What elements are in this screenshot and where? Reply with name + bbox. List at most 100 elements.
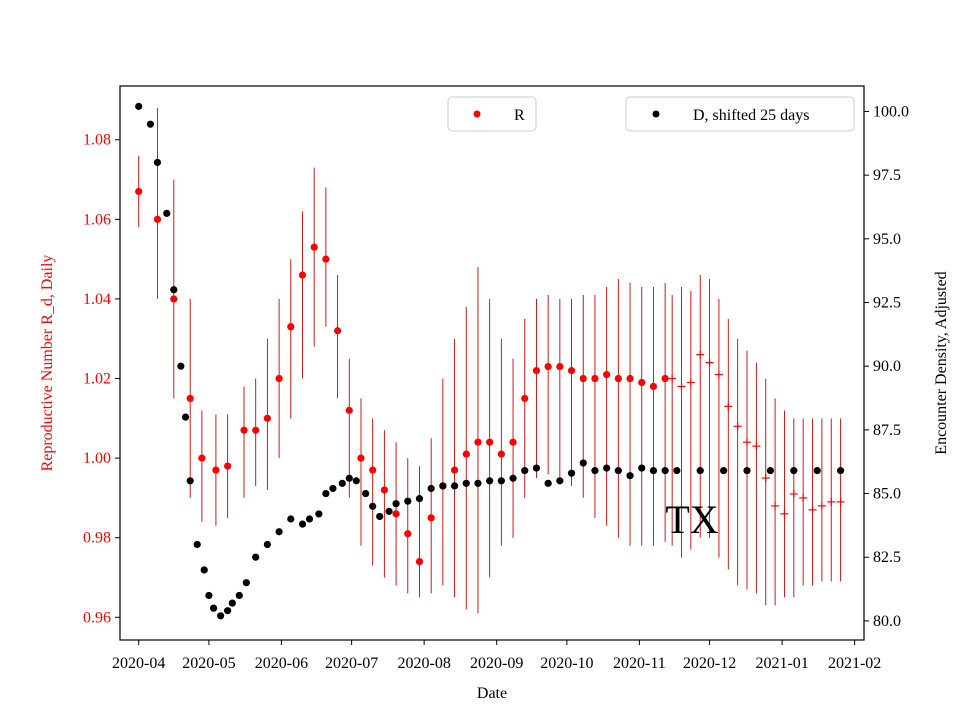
d-point xyxy=(376,512,384,521)
d-point xyxy=(338,479,346,487)
r-point xyxy=(696,350,705,359)
d-point xyxy=(462,479,470,487)
r-point xyxy=(450,466,459,474)
d-point xyxy=(209,604,218,612)
d-point xyxy=(415,495,424,503)
r-point xyxy=(544,362,552,371)
r-point xyxy=(808,505,817,514)
d-point xyxy=(649,467,658,475)
d-point xyxy=(252,553,260,561)
right-tick-label: 97.5 xyxy=(873,167,901,184)
r-point xyxy=(799,493,808,502)
x-tick-label: 2020-06 xyxy=(255,655,308,672)
d-point xyxy=(556,477,564,485)
r-point xyxy=(733,422,742,431)
d-point xyxy=(813,467,821,475)
r-point xyxy=(752,442,761,451)
r-point xyxy=(567,366,576,375)
d-point xyxy=(305,515,314,523)
d-point xyxy=(217,612,225,620)
r-point xyxy=(153,215,162,223)
d-point xyxy=(673,467,681,475)
x-axis-label: Date xyxy=(477,685,507,702)
legend-d-label: D, shifted 25 days xyxy=(693,107,809,124)
d-point xyxy=(345,474,353,482)
right-tick-label: 82.5 xyxy=(873,549,901,566)
r-point xyxy=(497,450,505,458)
r-point xyxy=(705,358,714,367)
d-point xyxy=(720,467,728,475)
d-point xyxy=(696,467,704,475)
d-point xyxy=(186,477,194,485)
right-tick-label: 95.0 xyxy=(873,231,901,248)
r-point xyxy=(186,394,194,403)
d-point xyxy=(298,520,307,528)
r-point xyxy=(357,454,365,462)
d-point xyxy=(224,607,232,615)
d-point xyxy=(287,515,295,523)
x-tick-label: 2020-07 xyxy=(325,655,378,672)
r-point xyxy=(827,497,836,506)
d-point xyxy=(163,209,171,217)
left-axis-label: Reproductive Number R_d, Daily xyxy=(39,255,56,472)
d-point xyxy=(766,467,775,475)
d-point xyxy=(837,467,845,475)
legend-r-box xyxy=(447,96,537,132)
x-tick-label: 2020-10 xyxy=(540,655,593,672)
d-point xyxy=(177,362,185,370)
r-point xyxy=(275,374,283,383)
r-point xyxy=(638,378,646,387)
r-point xyxy=(714,370,723,379)
x-tick-label: 2021-01 xyxy=(755,655,808,672)
d-point xyxy=(315,510,323,518)
legend-r-label: R xyxy=(514,107,525,124)
x-tick-label: 2020-08 xyxy=(397,655,450,672)
left-tick-label: 1.08 xyxy=(83,132,111,149)
left-tick-label: 1.06 xyxy=(83,211,111,228)
x-axis-ticks: 2020-04 2020-05 2020-06 2020-07 2020-08 2020-… xyxy=(112,640,881,672)
r-point xyxy=(686,378,695,387)
d-point xyxy=(263,540,271,549)
d-point xyxy=(567,469,576,477)
r-point xyxy=(556,362,564,371)
r-point xyxy=(677,382,686,391)
d-point xyxy=(579,459,587,467)
d-point xyxy=(404,497,412,505)
legend-r: R xyxy=(447,96,537,132)
r-point xyxy=(817,501,826,510)
x-tick-label: 2021-02 xyxy=(828,655,881,672)
r-point xyxy=(579,374,587,383)
right-axis-label: Encounter Density, Adjusted xyxy=(933,271,950,454)
r-point xyxy=(789,489,798,498)
x-tick-label: 2020-09 xyxy=(470,655,523,672)
r-point xyxy=(369,466,377,474)
x-tick-label: 2020-05 xyxy=(182,655,235,672)
r-point xyxy=(212,466,220,474)
right-tick-label: 100.0 xyxy=(873,103,909,120)
d-point xyxy=(743,467,751,475)
legend-d-marker xyxy=(652,110,660,118)
legend-r-marker xyxy=(473,110,481,118)
r-point xyxy=(668,374,677,383)
d-point xyxy=(235,591,243,600)
r-point xyxy=(486,438,494,446)
d-point xyxy=(322,489,330,498)
r-point xyxy=(761,474,770,483)
d-point xyxy=(200,566,208,574)
r-point xyxy=(661,374,669,383)
right-tick-label: 87.5 xyxy=(873,422,901,439)
d-point xyxy=(790,467,798,475)
r-point xyxy=(135,187,143,196)
d-point xyxy=(474,479,482,487)
r-point xyxy=(198,454,206,462)
right-tick-label: 80.0 xyxy=(873,613,901,630)
d-point xyxy=(170,286,178,294)
d-point xyxy=(450,482,459,490)
d-point xyxy=(205,591,213,600)
right-tick-label: 92.5 xyxy=(873,295,901,312)
r-point xyxy=(427,514,435,522)
r-point xyxy=(298,271,307,279)
state-annotation: TX xyxy=(665,497,718,542)
d-point xyxy=(193,540,201,549)
